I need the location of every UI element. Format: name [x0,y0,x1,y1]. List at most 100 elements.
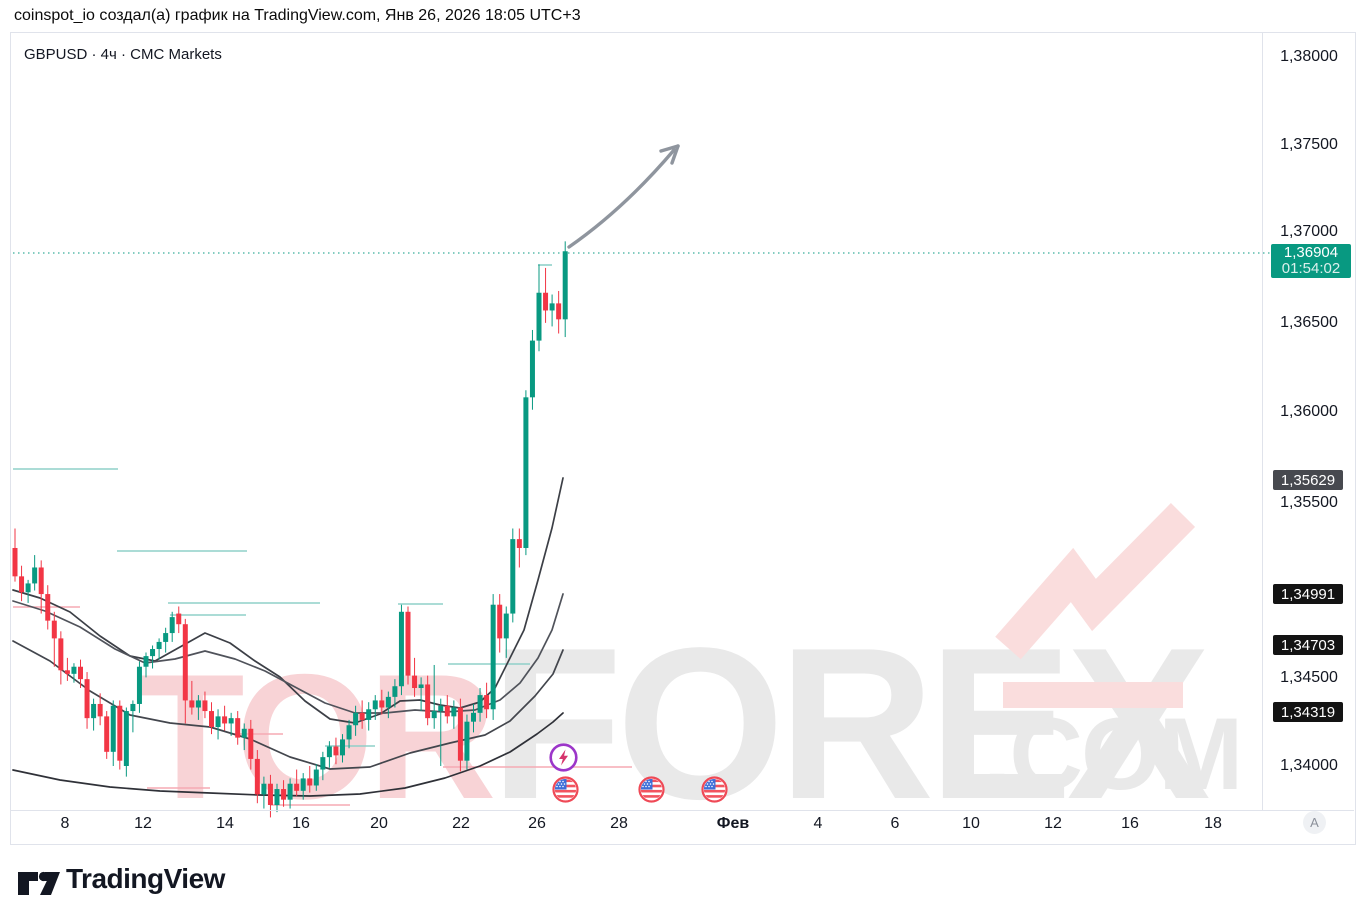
candle-body [326,746,332,758]
projection-arrow [567,148,676,249]
candle-body [294,783,300,791]
time-axis-label: 8 [60,815,70,832]
candle-body [176,613,182,625]
projection-arrow-head [670,144,680,165]
candle-body [195,700,201,708]
tradingview-logo-icon[interactable] [16,864,62,898]
candle-body [110,705,116,752]
candle-body [516,539,522,548]
candle-body [12,547,18,577]
candle-body [84,679,90,719]
chart-widget-frame [10,32,1356,845]
candle-body [385,696,391,708]
candle-body [490,604,496,710]
time-axis-label: 12 [134,815,152,832]
current-price-badge: 1,36904 01:54:02 [1271,244,1351,278]
price-axis-label: 1,38000 [1280,48,1338,65]
price-axis-label: 1,34500 [1280,669,1338,686]
candle-body [484,695,490,710]
candle-body [143,656,149,667]
price-axis-label: 1,35500 [1280,494,1338,511]
candle-body [117,705,123,761]
candle-body [300,778,306,791]
candle-body [274,789,280,805]
time-axis-label: 12 [1044,815,1062,832]
attribution-text: coinspot_io создал(а) график на TradingV… [14,7,581,24]
candle-body [97,703,103,717]
lightning-event-icon[interactable] [549,743,578,772]
watermark-com: .COM [983,697,1243,811]
candle-body [418,684,424,689]
candle-body [346,725,352,740]
us-flag-event-icon[interactable] [701,776,728,803]
us-flag-event-icon[interactable] [552,776,579,803]
candle-body [392,686,398,697]
candle-body [287,783,293,800]
candle-body [529,340,535,398]
us-flag-event-icon[interactable] [638,776,665,803]
candle-body [549,303,555,311]
candle-body [405,611,411,676]
price-axis-label: 1,37500 [1280,136,1338,153]
candle-body [510,539,516,614]
candle-body [543,292,549,311]
axis-auto-button[interactable]: A [1303,811,1326,834]
candle-body [123,711,129,766]
time-axis-label: 16 [292,815,310,832]
candle-body [398,611,404,687]
candle-body [372,700,378,710]
time-axis-label: 26 [528,815,546,832]
time-axis-label: 20 [370,815,388,832]
candle-body [503,613,509,639]
candle-body [228,718,234,724]
candle-body [444,705,450,717]
candle-body [136,666,142,704]
level-price-badge: 1,34991 [1273,584,1343,604]
price-axis-label: 1,36500 [1280,314,1338,331]
time-axis-label: Фев [716,815,750,832]
time-axis-label: 4 [813,815,823,832]
candle-body [64,670,70,674]
candle-body [562,251,568,320]
candle-body [471,712,476,722]
time-axis-label: 22 [452,815,470,832]
candle-body [169,617,175,634]
candle-body [313,769,319,786]
projection-arrow-head [659,144,680,153]
candle-body [333,746,339,756]
candle-body [425,684,431,719]
candle-body [431,711,437,719]
candle-body [182,624,188,701]
ma-fast-line [12,477,564,724]
candle-body [366,709,372,720]
candle-body [536,292,542,341]
candle-body [241,728,247,738]
candle-body [477,695,483,713]
candle-body [451,707,457,717]
ma-slow-line [12,640,564,770]
candle-body [235,718,241,738]
candle-body [32,567,38,584]
candle-body [340,739,345,756]
candle-body [156,641,162,650]
candle-body [25,583,31,593]
candle-body [150,649,156,657]
candle-body [78,666,83,680]
candle-body [412,675,418,689]
price-axis-label: 1,36000 [1280,403,1338,420]
candle-body [202,700,208,712]
candle-body [189,700,195,708]
candle-body [523,397,529,548]
time-axis-label: 16 [1121,815,1139,832]
symbol-title[interactable]: GBPUSD · 4ч · CMC Markets [24,46,222,63]
ma-base-line [12,712,564,797]
watermark-rest: FOREX [490,601,1211,844]
price-axis-label: 1,34000 [1280,757,1338,774]
price-axis-separator [1262,33,1263,810]
candle-body [359,712,365,720]
candle-body [457,707,463,761]
candle-body [307,778,313,786]
tradingview-wordmark[interactable]: TradingView [66,863,225,894]
candle-body [91,703,97,719]
